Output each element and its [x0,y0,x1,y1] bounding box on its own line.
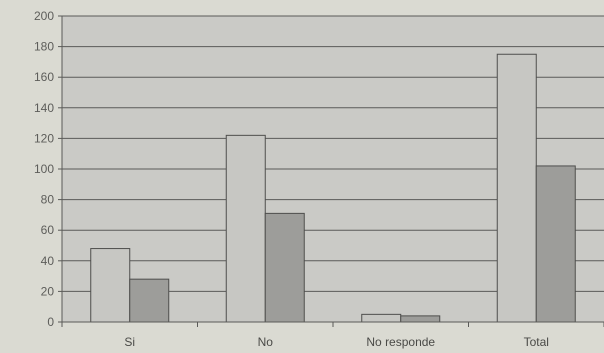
y-tick-label-200: 200 [34,9,54,23]
bar-no-responde-series-1 [361,313,402,323]
x-category-label-no: No [258,335,274,349]
y-tick-labels: 0 20 40 60 80 100 120 140 160 180 200 [34,9,54,329]
y-tick-label-140: 140 [34,101,54,115]
x-category-labels: Si No No responde Total [124,335,549,349]
bar-no-series-2 [264,212,305,323]
y-tick-label-180: 180 [34,40,54,54]
y-tick-label-40: 40 [41,254,55,268]
y-tick-label-80: 80 [41,193,55,207]
bar-total-series-1 [496,53,537,323]
axes [58,15,604,327]
bar-si-series-2 [129,278,170,323]
x-category-label-no-responde: No responde [366,335,435,349]
x-category-label-si: Si [124,335,135,349]
y-tick-label-0: 0 [47,315,54,329]
bar-si-series-1 [90,248,131,323]
bar-total-series-2 [535,165,576,323]
y-tick-label-160: 160 [34,70,54,84]
y-tick-label-100: 100 [34,162,54,176]
y-tick-label-20: 20 [41,284,55,298]
y-tick-label-60: 60 [41,223,55,237]
bars [90,53,576,323]
bar-no-series-1 [225,134,266,323]
y-tick-label-120: 120 [34,131,54,145]
x-category-label-total: Total [524,335,549,349]
bar-no-responde-series-2 [400,315,441,323]
